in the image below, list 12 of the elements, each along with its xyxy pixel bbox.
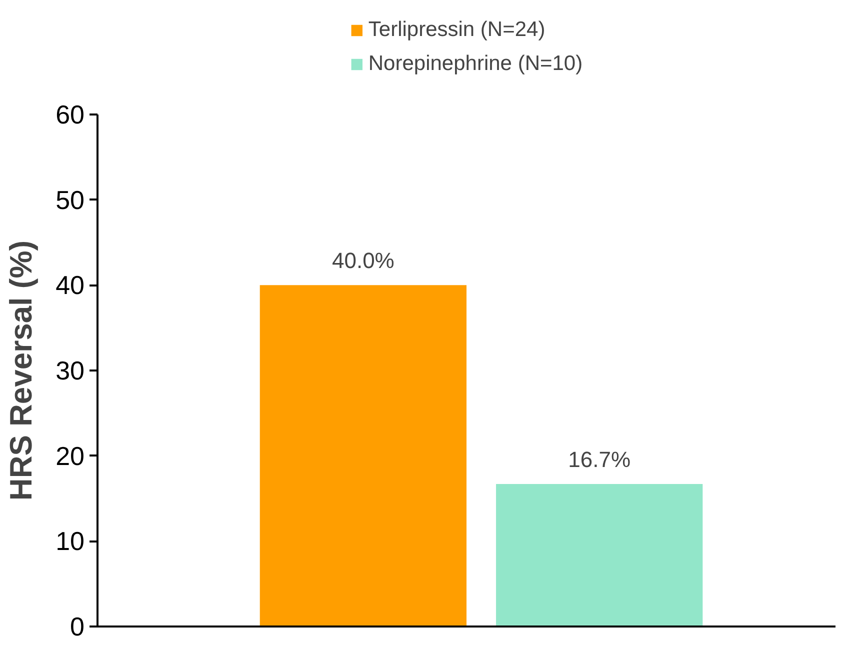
data-label: 16.7% xyxy=(568,446,631,472)
data-label: 40.0% xyxy=(332,248,394,274)
y-tick-label: 40 xyxy=(56,270,84,300)
legend-label: Norepinephrine (N=10) xyxy=(368,52,583,76)
legend-label: Terlipressin (N=24) xyxy=(368,18,546,42)
y-tick-label: 10 xyxy=(56,526,84,556)
y-tick-label: 50 xyxy=(56,184,84,215)
y-tick-label: 20 xyxy=(56,440,84,471)
y-tick-label: 30 xyxy=(56,356,84,386)
y-tick-label: 0 xyxy=(70,612,85,642)
y-axis-title: HRS Reversal (%) xyxy=(4,240,39,501)
y-tick-label: 60 xyxy=(56,100,84,130)
